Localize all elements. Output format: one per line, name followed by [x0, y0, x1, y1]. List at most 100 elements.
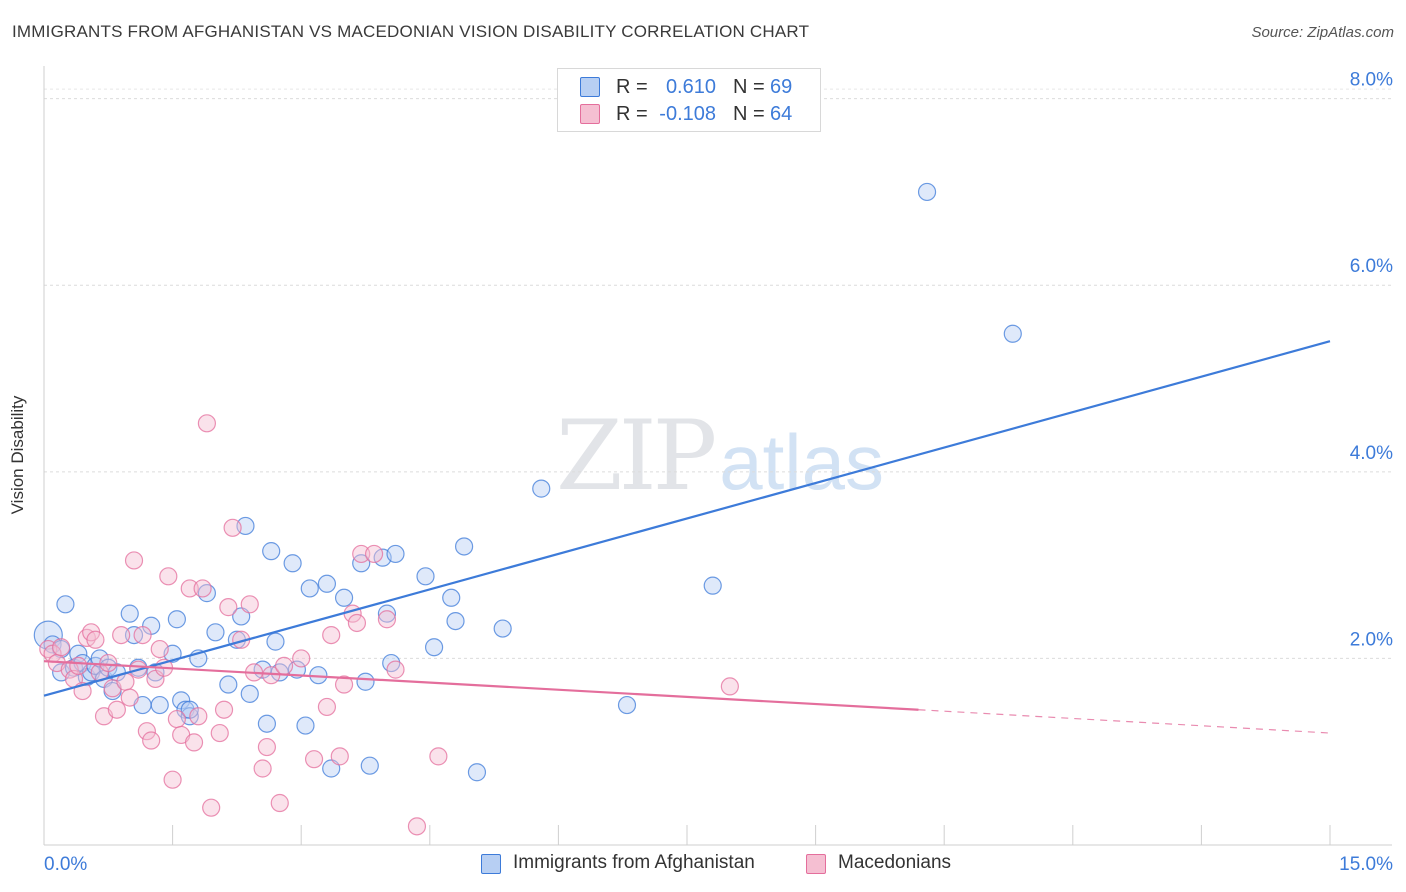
- macedonians-point: [120, 688, 139, 707]
- legend-row-macedonians: R = -0.108 N = 64: [558, 100, 820, 128]
- macedonians-point: [202, 798, 221, 817]
- watermark-zip: ZIP: [556, 400, 717, 512]
- watermark-atlas: atlas: [719, 418, 884, 506]
- legend-n-value: 69: [770, 76, 793, 98]
- macedonians-point: [386, 660, 405, 679]
- afghanistan-point: [150, 695, 169, 715]
- legend-n-label: N =: [733, 76, 765, 98]
- macedonians-point: [253, 759, 272, 778]
- bottom-legend-swatch-macedonians: [806, 854, 826, 874]
- afghanistan-point: [532, 479, 551, 498]
- afghanistan-point: [352, 554, 371, 573]
- afghanistan-point: [33, 620, 63, 650]
- macedonians-point: [86, 630, 105, 649]
- legend-n-value: 64: [770, 103, 793, 125]
- afghanistan-point: [240, 684, 259, 703]
- macedonians-point: [304, 750, 324, 769]
- macedonians-point: [184, 733, 204, 752]
- macedonians-trend-line: [43, 660, 919, 711]
- legend-r-label: R =: [616, 76, 648, 98]
- afghanistan-point: [442, 588, 461, 607]
- afghanistan-point: [617, 695, 637, 715]
- macedonians-point: [52, 638, 71, 657]
- afghanistan-point: [360, 756, 379, 775]
- legend-r-value: -0.108: [659, 103, 716, 125]
- macedonians-point: [322, 625, 341, 645]
- afghanistan-point: [262, 542, 281, 561]
- macedonians-point: [112, 625, 131, 645]
- macedonians-point: [133, 625, 152, 645]
- macedonians-point: [270, 793, 289, 813]
- legend-swatch-afghanistan: [580, 77, 600, 97]
- macedonians-point: [334, 675, 354, 694]
- y-tick-label: 2.0%: [1350, 629, 1393, 650]
- macedonians-point: [407, 817, 427, 836]
- macedonians-point: [210, 723, 229, 743]
- afghanistan-point: [377, 604, 397, 623]
- macedonians-point: [142, 731, 161, 750]
- afghanistan-point: [424, 638, 444, 657]
- macedonians-point: [429, 747, 448, 766]
- macedonians-point: [193, 579, 212, 598]
- y-tick-label: 6.0%: [1350, 256, 1393, 277]
- afghanistan-point: [386, 544, 405, 564]
- afghanistan-point: [317, 574, 337, 593]
- afghanistan-point: [416, 567, 435, 586]
- afghanistan-point: [334, 588, 354, 607]
- afghanistan-point: [917, 182, 937, 202]
- macedonians-point: [159, 567, 178, 586]
- macedonians-point: [219, 598, 238, 617]
- macedonians-point: [364, 544, 384, 564]
- macedonians-point: [720, 677, 739, 696]
- y-tick-label: 8.0%: [1350, 70, 1393, 91]
- macedonians-point: [69, 656, 88, 675]
- afghanistan-point: [257, 714, 277, 733]
- macedonians-trend-extension: [918, 709, 1331, 734]
- afghanistan-point: [300, 579, 319, 598]
- watermark: ZIPatlas: [556, 400, 884, 512]
- afghanistan-point: [296, 716, 315, 735]
- chart-source: Source: ZipAtlas.com: [1251, 24, 1394, 41]
- macedonians-point: [317, 697, 337, 717]
- afghanistan-point: [206, 623, 225, 642]
- afghanistan-point: [467, 763, 487, 782]
- y-axis-label: Vision Disability: [8, 395, 27, 515]
- bottom-legend-label-afghanistan: Immigrants from Afghanistan: [513, 852, 755, 873]
- x-tick-label: 15.0%: [1339, 854, 1393, 875]
- afghanistan-point: [120, 604, 139, 623]
- legend-row-afghanistan: R = 0.610 N = 69: [558, 73, 820, 101]
- macedonians-point: [347, 613, 367, 633]
- macedonians-point: [274, 656, 294, 675]
- afghanistan-point: [703, 576, 722, 595]
- macedonians-point: [124, 551, 144, 570]
- macedonians-point: [257, 737, 277, 757]
- macedonians-point: [352, 544, 371, 564]
- macedonians-point: [107, 700, 126, 719]
- afghanistan-point: [493, 619, 512, 638]
- afghanistan-point: [167, 610, 186, 629]
- legend-r-value: 0.610: [665, 76, 716, 98]
- macedonians-point: [167, 709, 186, 729]
- legend-r-label: R =: [616, 103, 648, 125]
- macedonians-point: [197, 414, 216, 433]
- afghanistan-point: [283, 554, 302, 573]
- chart-title: IMMIGRANTS FROM AFGHANISTAN VS MACEDONIA…: [12, 22, 810, 41]
- macedonians-point: [150, 639, 169, 659]
- afghanistan-point: [454, 537, 474, 556]
- correlation-legend: R = 0.610 N = 69 R = -0.108 N = 64: [557, 68, 821, 132]
- y-tick-label: 4.0%: [1350, 443, 1393, 464]
- macedonians-point: [330, 747, 349, 766]
- macedonians-point: [99, 653, 118, 673]
- afghanistan-point: [56, 595, 75, 614]
- afghanistan-point: [446, 611, 465, 631]
- macedonians-point: [137, 722, 156, 741]
- macedonians-point: [377, 610, 397, 629]
- x-tick-label: 0.0%: [44, 854, 87, 875]
- legend-n-label: N =: [733, 103, 765, 125]
- afghanistan-point: [1003, 324, 1022, 343]
- afghanistan-trend-line: [43, 340, 1331, 697]
- macedonians-point: [180, 579, 199, 598]
- macedonians-point: [163, 770, 182, 789]
- macedonians-point: [223, 518, 242, 537]
